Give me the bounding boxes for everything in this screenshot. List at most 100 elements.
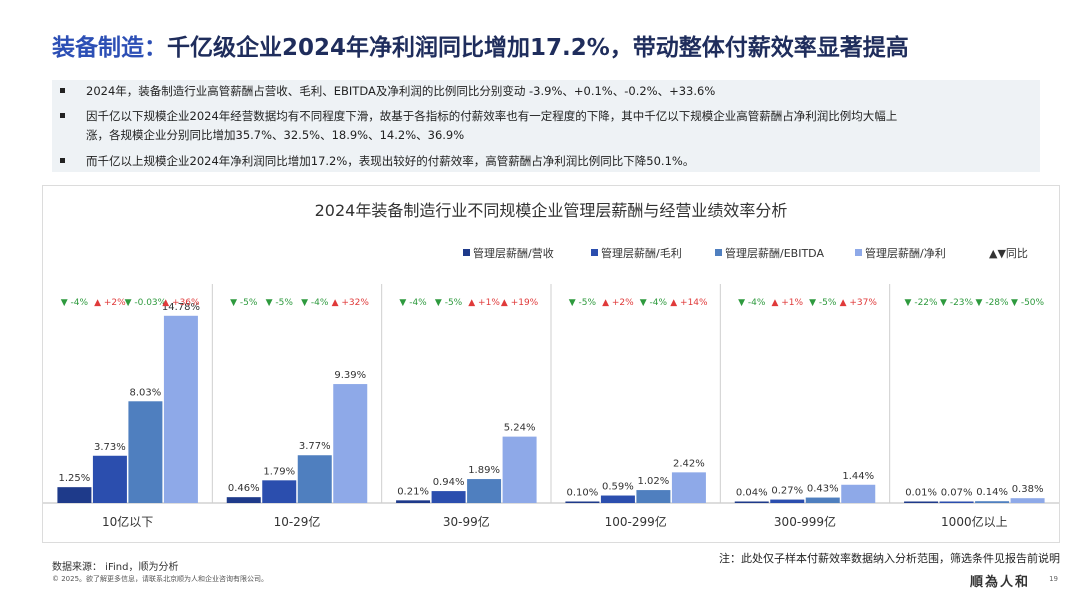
yoy-label: ▲ +2%	[94, 298, 126, 308]
data-label: 0.27%	[771, 486, 803, 497]
bar	[805, 497, 840, 503]
bar	[297, 455, 332, 503]
yoy-label: ▼ -5%	[809, 298, 837, 308]
yoy-label: ▼ -28%	[976, 298, 1009, 308]
bar	[262, 480, 297, 503]
data-label: 0.01%	[905, 488, 937, 499]
yoy-label: ▼ -22%	[905, 298, 938, 308]
bar	[226, 497, 261, 503]
data-label: 0.07%	[941, 488, 973, 499]
bullet-square-icon	[60, 88, 65, 93]
data-label: 0.21%	[397, 486, 429, 497]
brand-logo: 順為人和	[969, 575, 1030, 590]
bar	[734, 501, 769, 503]
chart-container: 2024年装备制造行业不同规模企业管理层薪酬与经营业绩效率分析管理层薪酬/营收 管…	[42, 185, 1060, 543]
data-label: 0.43%	[807, 484, 839, 495]
bar	[92, 455, 127, 503]
bullet-square-icon	[60, 113, 65, 118]
bar	[770, 499, 805, 503]
bar	[431, 491, 466, 503]
bullet-2: 因千亿以下规模企业2024年经营数据均有不同程度下滑，故基于各指标的付薪效率也有…	[60, 107, 897, 125]
x-tick-label: 1000亿以上	[941, 514, 1008, 529]
chart-title: 2024年装备制造行业不同规模企业管理层薪酬与经营业绩效率分析	[315, 201, 788, 220]
data-source: 数据来源： iFind，顺为分析	[52, 562, 179, 573]
data-label: 3.77%	[299, 441, 331, 452]
yoy-label: ▼ -5%	[435, 298, 463, 308]
legend-label: 管理层薪酬/营收	[473, 246, 554, 260]
data-label: 9.39%	[334, 370, 366, 381]
bar	[904, 501, 939, 503]
bullet-3: 而千亿以上规模企业2024年净利润同比增加17.2%，表现出较好的付薪效率，高管…	[60, 152, 694, 170]
bar	[636, 490, 671, 503]
legend-swatch	[463, 249, 470, 256]
yoy-label: ▼ -5%	[266, 298, 294, 308]
yoy-label: ▲ +37%	[840, 298, 878, 308]
yoy-label: ▼ -4%	[738, 298, 766, 308]
bar	[671, 472, 706, 503]
data-label: 5.24%	[504, 423, 536, 434]
legend-swatch	[855, 249, 862, 256]
data-label: 2.42%	[673, 458, 705, 469]
data-label: 3.73%	[94, 442, 126, 453]
yoy-label: ▼ -23%	[940, 298, 973, 308]
data-label: 0.04%	[736, 488, 768, 499]
data-label: 14.78%	[162, 302, 200, 313]
bar	[396, 500, 431, 503]
bar	[333, 384, 368, 503]
yoy-label: ▼ -5%	[230, 298, 258, 308]
data-label: 8.03%	[130, 387, 162, 398]
data-label: 1.02%	[638, 476, 670, 487]
footnote: 注：此处仅子样本付薪效率数据纳入分析范围，筛选条件见报告前说明	[719, 552, 1060, 565]
yoy-label: ▲ +1%	[771, 298, 803, 308]
yoy-label: ▼ -4%	[61, 298, 89, 308]
yoy-label: ▼ -4%	[301, 298, 329, 308]
legend-label: 管理层薪酬/净利	[865, 246, 946, 260]
bar	[467, 479, 502, 503]
page-title: 装备制造：千亿级企业2024年净利润同比增加17.2%，带动整体付薪效率显著提高	[52, 28, 909, 62]
data-label: 1.25%	[59, 473, 91, 484]
yoy-label: ▲ +32%	[332, 298, 370, 308]
copyright: © 2025。欲了解更多信息，请联系北京顺为人和企业咨询有限公司。	[52, 575, 269, 583]
bar	[565, 501, 600, 503]
data-label: 0.59%	[602, 482, 634, 493]
x-tick-label: 100-299亿	[605, 514, 667, 529]
bar	[128, 401, 163, 503]
bar	[975, 501, 1010, 503]
yoy-label: ▼ -4%	[640, 298, 668, 308]
x-tick-label: 10-29亿	[274, 514, 321, 529]
yoy-label: ▼ -0.03%	[125, 298, 167, 308]
yoy-label: ▲ +36%	[162, 298, 200, 308]
yoy-label: ▼ -4%	[399, 298, 427, 308]
bar	[1010, 498, 1045, 503]
data-label: 1.89%	[468, 465, 500, 476]
bullet-square-icon	[60, 158, 65, 163]
yoy-label: ▲ +14%	[670, 298, 708, 308]
bar	[841, 484, 876, 503]
data-label: 0.10%	[567, 488, 599, 499]
data-label: 0.94%	[433, 477, 465, 488]
page-number: 19	[1049, 575, 1058, 583]
yoy-label: ▼ -50%	[1011, 298, 1044, 308]
bullet-2-cont: 涨，各规模企业分别同比增加35.7%、32.5%、18.9%、14.2%、36.…	[86, 128, 465, 142]
legend-swatch	[715, 249, 722, 256]
yoy-label: ▲ +1%	[468, 298, 500, 308]
legend-label: 管理层薪酬/毛利	[601, 246, 682, 260]
bar	[502, 436, 537, 503]
x-tick-label: 300-999亿	[774, 514, 836, 529]
x-tick-label: 30-99亿	[443, 514, 490, 529]
data-label: 0.38%	[1012, 484, 1044, 495]
bar	[57, 487, 92, 503]
title-rest: 千亿级企业2024年净利润同比增加17.2%，带动整体付薪效率显著提高	[167, 35, 909, 61]
legend-yoy: ▲▼同比	[989, 247, 1028, 260]
bar	[163, 315, 198, 503]
data-label: 0.46%	[228, 483, 260, 494]
legend-swatch	[591, 249, 598, 256]
bullet-1: 2024年，装备制造行业高管薪酬占营收、毛利、EBITDA及净利润的比例同比分别…	[60, 82, 715, 100]
data-label: 1.44%	[842, 471, 874, 482]
bar	[939, 501, 974, 503]
data-label: 1.79%	[263, 466, 295, 477]
bullet-panel: 2024年，装备制造行业高管薪酬占营收、毛利、EBITDA及净利润的比例同比分别…	[52, 80, 1040, 172]
yoy-label: ▼ -5%	[569, 298, 597, 308]
yoy-label: ▲ +2%	[602, 298, 634, 308]
